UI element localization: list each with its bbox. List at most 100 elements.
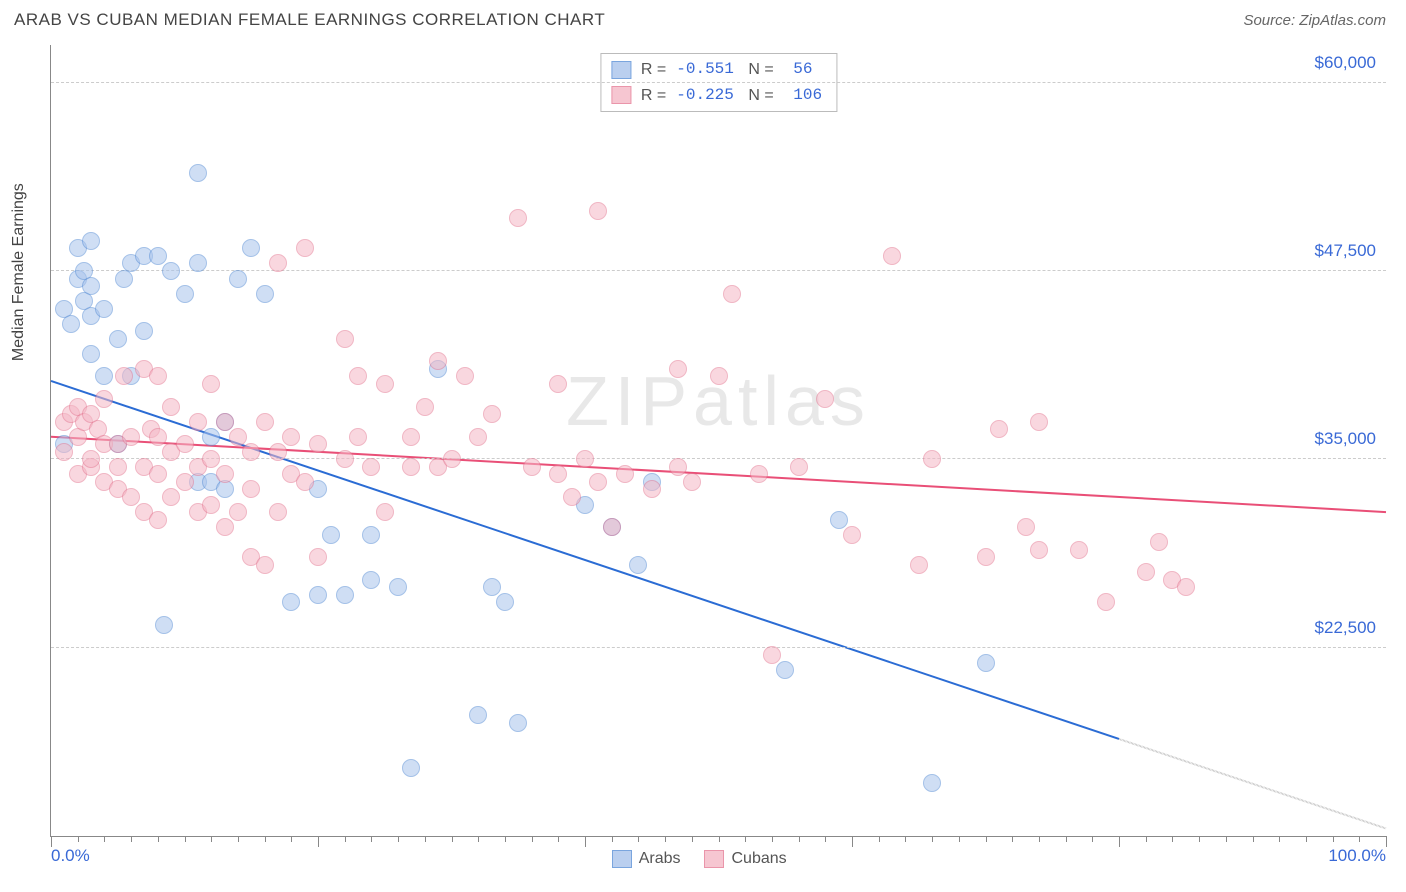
scatter-point — [309, 435, 327, 453]
scatter-point — [269, 443, 287, 461]
scatter-point — [189, 164, 207, 182]
scatter-point — [122, 428, 140, 446]
scatter-point — [149, 465, 167, 483]
x-tick — [78, 836, 79, 842]
gridline — [51, 82, 1386, 83]
scatter-point — [483, 405, 501, 423]
scatter-point — [176, 435, 194, 453]
scatter-point — [816, 390, 834, 408]
x-tick — [425, 836, 426, 842]
scatter-point — [55, 443, 73, 461]
scatter-point — [669, 458, 687, 476]
stat-n-label: N = — [744, 57, 774, 83]
scatter-point — [509, 209, 527, 227]
scatter-point — [269, 254, 287, 272]
x-tick — [158, 836, 159, 842]
scatter-point — [242, 480, 260, 498]
stat-n-label: N = — [744, 83, 774, 109]
legend-swatch — [612, 850, 632, 868]
x-tick — [692, 836, 693, 842]
x-tick — [478, 836, 479, 842]
scatter-point — [336, 586, 354, 604]
stats-row: R =-0.225 N = 106 — [611, 83, 822, 109]
x-tick — [986, 836, 987, 842]
scatter-point — [923, 774, 941, 792]
x-tick — [211, 836, 212, 842]
scatter-point — [95, 300, 113, 318]
scatter-point — [402, 759, 420, 777]
x-tick — [505, 836, 506, 842]
scatter-point — [62, 315, 80, 333]
x-tick — [799, 836, 800, 842]
x-tick — [185, 836, 186, 842]
scatter-point — [336, 330, 354, 348]
x-tick — [825, 836, 826, 842]
scatter-point — [429, 352, 447, 370]
scatter-point — [229, 503, 247, 521]
scatter-point — [576, 450, 594, 468]
scatter-point — [990, 420, 1008, 438]
x-tick — [612, 836, 613, 842]
x-tick — [1333, 836, 1334, 842]
x-tick — [932, 836, 933, 842]
x-tick — [291, 836, 292, 842]
x-tick — [959, 836, 960, 842]
x-tick — [558, 836, 559, 842]
chart-plot-area: ZIPatlas Median Female Earnings R =-0.55… — [50, 45, 1386, 837]
x-tick — [1172, 836, 1173, 842]
scatter-point — [669, 360, 687, 378]
scatter-point — [229, 270, 247, 288]
scatter-point — [109, 458, 127, 476]
scatter-point — [242, 239, 260, 257]
scatter-point — [256, 413, 274, 431]
scatter-point — [443, 450, 461, 468]
scatter-point — [1030, 413, 1048, 431]
scatter-point — [496, 593, 514, 611]
scatter-point — [416, 398, 434, 416]
scatter-point — [82, 232, 100, 250]
scatter-point — [95, 390, 113, 408]
scatter-point — [1017, 518, 1035, 536]
scatter-point — [82, 277, 100, 295]
scatter-point — [362, 526, 380, 544]
scatter-point — [1097, 593, 1115, 611]
y-tick-label: $60,000 — [1315, 53, 1376, 73]
scatter-point — [216, 413, 234, 431]
scatter-point — [149, 247, 167, 265]
stat-r-label: R = — [641, 83, 666, 109]
scatter-point — [723, 285, 741, 303]
x-tick — [745, 836, 746, 842]
x-tick — [1199, 836, 1200, 842]
stat-n-value: 106 — [784, 83, 822, 109]
series-swatch — [611, 61, 631, 79]
scatter-point — [309, 548, 327, 566]
scatter-point — [750, 465, 768, 483]
stat-r-value: -0.551 — [676, 57, 734, 83]
y-axis-label: Median Female Earnings — [10, 183, 28, 361]
scatter-point — [402, 458, 420, 476]
scatter-point — [977, 654, 995, 672]
x-tick — [852, 836, 853, 847]
x-tick — [1066, 836, 1067, 842]
stats-row: R =-0.551 N = 56 — [611, 57, 822, 83]
source-attribution: Source: ZipAtlas.com — [1243, 12, 1386, 29]
scatter-point — [176, 473, 194, 491]
x-tick — [1092, 836, 1093, 842]
scatter-point — [202, 450, 220, 468]
series-swatch — [611, 86, 631, 104]
scatter-point — [830, 511, 848, 529]
scatter-point — [776, 661, 794, 679]
stat-n-value: 56 — [784, 57, 813, 83]
x-tick — [452, 836, 453, 842]
y-tick-label: $22,500 — [1315, 618, 1376, 638]
scatter-point — [1137, 563, 1155, 581]
scatter-point — [109, 330, 127, 348]
scatter-point — [82, 345, 100, 363]
scatter-point — [336, 450, 354, 468]
scatter-point — [616, 465, 634, 483]
scatter-point — [322, 526, 340, 544]
x-tick — [238, 836, 239, 842]
scatter-point — [229, 428, 247, 446]
x-tick — [131, 836, 132, 842]
x-tick — [1386, 836, 1387, 847]
